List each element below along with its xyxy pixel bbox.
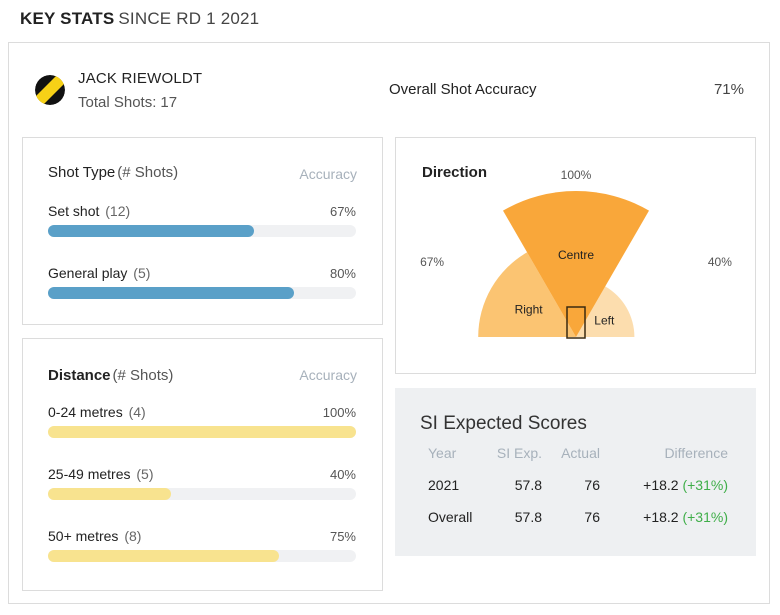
distance-title-text: Distance — [48, 367, 111, 384]
shot-type-card: Shot Type (# Shots) Accuracy Set shot (12… — [22, 137, 383, 325]
direction-label-centre: Centre — [558, 248, 594, 262]
bar-count: (5) — [136, 466, 154, 482]
distance-card: Distance (# Shots) Accuracy 0-24 metres (… — [22, 338, 383, 591]
difference-value: +18.2 — [643, 509, 679, 525]
direction-segment-centre — [503, 191, 649, 337]
key-stats-subtitle: SINCE RD 1 2021 — [118, 9, 260, 28]
bar-fill — [48, 488, 172, 500]
direction-chart: Right 67% Centre 100% Left 40% — [420, 168, 732, 339]
bar-label-text: 25-49 metres — [48, 466, 131, 482]
bar-track — [48, 225, 356, 237]
table-row: 2021 57.8 76 +18.2 (+31%) — [428, 477, 728, 509]
bar-label-text: Set shot — [48, 203, 100, 219]
distance-subtitle: (# Shots) — [112, 367, 174, 384]
total-shots: Total Shots: 17 — [78, 94, 177, 111]
bar-count: (5) — [133, 265, 151, 281]
bar-label-text: 0-24 metres — [48, 404, 123, 420]
column-header-year: Year — [428, 445, 457, 461]
player-name: JACK RIEWOLDT — [78, 70, 203, 87]
bar-label: General play (5) — [48, 265, 150, 281]
si-expected-scores-card: SI Expected Scores Year SI Exp. Actual D… — [395, 388, 756, 556]
page-title: KEY STATS SINCE RD 1 2021 — [20, 9, 259, 29]
bar-fill — [48, 426, 356, 438]
bar-track — [48, 550, 356, 562]
distance-row: 50+ metres (8) 75% — [48, 528, 356, 572]
total-shots-label: Total Shots: — [78, 94, 157, 111]
column-header-si-exp: SI Exp. — [496, 445, 542, 461]
bar-percent: 100% — [322, 405, 356, 420]
si-expected-title: SI Expected Scores — [420, 413, 587, 434]
shot-type-row: General play (5) 80% — [48, 265, 356, 309]
cell-actual: 76 — [584, 477, 600, 493]
cell-year: 2021 — [428, 477, 460, 493]
shot-type-title: Shot Type (# Shots) — [48, 164, 178, 181]
bar-percent: 67% — [329, 204, 356, 219]
cell-difference: +18.2 (+31%) — [643, 477, 728, 493]
bar-fill — [48, 550, 279, 562]
bar-label: 0-24 metres (4) — [48, 404, 146, 420]
direction-segment-right — [478, 252, 576, 337]
distance-title: Distance (# Shots) — [48, 367, 173, 384]
bar-track — [48, 488, 356, 500]
shot-type-title-text: Shot Type — [48, 164, 116, 181]
direction-percent-right: 67% — [420, 255, 444, 269]
direction-label-right: Right — [515, 303, 544, 317]
direction-card: Direction Right 67% Centre 100% Left 40% — [395, 137, 756, 374]
bar-count: (8) — [124, 528, 142, 544]
direction-segment-left — [576, 286, 635, 337]
cell-actual: 76 — [584, 509, 600, 525]
club-logo-icon — [35, 75, 65, 105]
bar-count: (4) — [128, 404, 146, 420]
bar-label: 25-49 metres (5) — [48, 466, 154, 482]
difference-value: +18.2 — [643, 477, 679, 493]
distance-accuracy-header: Accuracy — [299, 367, 357, 383]
bar-track — [48, 426, 356, 438]
cell-si-exp: 57.8 — [514, 509, 542, 525]
bar-fill — [48, 225, 255, 237]
shot-type-subtitle: (# Shots) — [117, 164, 179, 181]
stats-panel — [8, 42, 770, 604]
bar-label-text: 50+ metres — [48, 528, 119, 544]
table-row: Overall 57.8 76 +18.2 (+31%) — [428, 509, 728, 541]
difference-percent: (+31%) — [682, 509, 728, 525]
direction-percent-left: 40% — [708, 255, 732, 269]
column-header-actual: Actual — [561, 445, 600, 461]
cell-difference: +18.2 (+31%) — [643, 509, 728, 525]
direction-title: Direction — [422, 164, 488, 181]
bar-track — [48, 287, 356, 299]
goal-posts-icon — [566, 306, 586, 339]
table-header-row: Year SI Exp. Actual Difference — [428, 445, 728, 477]
key-stats-title: KEY STATS — [20, 9, 115, 28]
bar-percent: 40% — [329, 467, 356, 482]
column-header-difference: Difference — [664, 445, 728, 461]
si-expected-table: Year SI Exp. Actual Difference 2021 57.8… — [428, 445, 728, 541]
cell-si-exp: 57.8 — [514, 477, 542, 493]
bar-fill — [48, 287, 295, 299]
bar-percent: 80% — [329, 266, 356, 281]
shot-type-accuracy-header: Accuracy — [299, 166, 357, 182]
bar-count: (12) — [105, 203, 131, 219]
cell-year: Overall — [428, 509, 473, 525]
bar-label: 50+ metres (8) — [48, 528, 141, 544]
distance-row: 25-49 metres (5) 40% — [48, 466, 356, 510]
bar-percent: 75% — [329, 529, 356, 544]
distance-row: 0-24 metres (4) 100% — [48, 404, 356, 448]
difference-percent: (+31%) — [682, 477, 728, 493]
bar-label: Set shot (12) — [48, 203, 130, 219]
direction-percent-centre: 100% — [561, 168, 592, 182]
shot-type-row: Set shot (12) 67% — [48, 203, 356, 247]
direction-label-left: Left — [594, 314, 615, 328]
bar-label-text: General play — [48, 265, 128, 281]
total-shots-value: 17 — [160, 94, 178, 111]
overall-accuracy-label: Overall Shot Accuracy — [389, 81, 537, 98]
overall-accuracy-value: 71% — [713, 81, 744, 98]
